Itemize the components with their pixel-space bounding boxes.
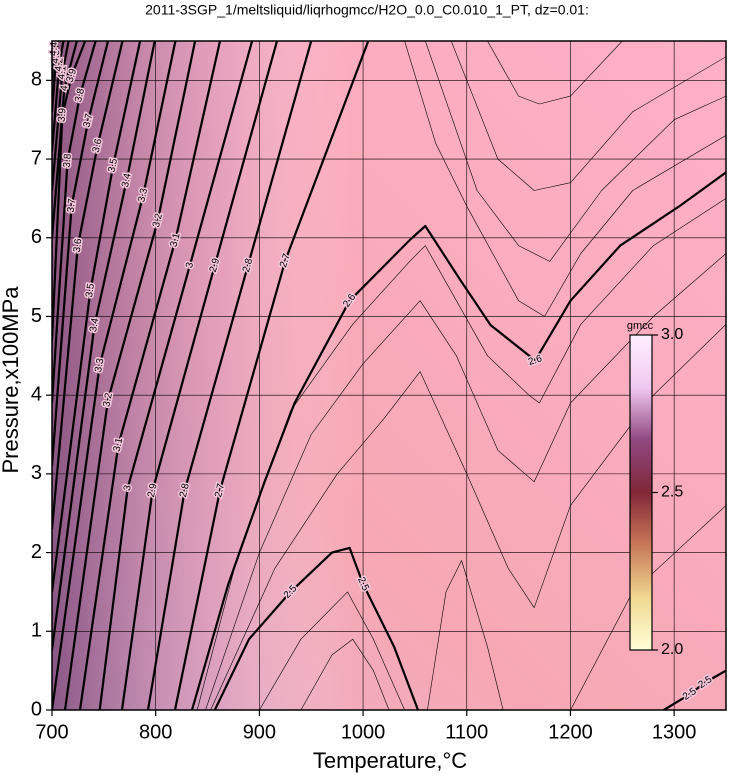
minor-contour	[259, 591, 405, 710]
contour-label: 3	[122, 484, 134, 492]
colorbar	[629, 334, 653, 651]
major-contour	[52, 41, 78, 238]
major-contour	[52, 41, 97, 404]
y-tick-label: 6	[31, 226, 42, 248]
major-contour	[52, 41, 142, 593]
y-tick-label: 0	[31, 698, 42, 720]
plot-frame	[51, 40, 727, 711]
major-contour	[146, 41, 313, 710]
y-tick-label: 4	[31, 383, 42, 405]
x-tick-label: 1300	[652, 721, 697, 743]
minor-contour	[210, 324, 726, 710]
minor-contour	[404, 41, 726, 317]
y-tick-label: 5	[31, 305, 42, 327]
minor-contour	[205, 253, 726, 710]
x-axis-label: Temperature,°C	[313, 748, 467, 773]
y-tick-label: 2	[31, 541, 42, 563]
x-tick-label: 1100	[445, 721, 488, 743]
contour-label: 4	[59, 84, 71, 91]
x-tick-label: 700	[35, 721, 68, 743]
contour-label: 3.6	[91, 137, 105, 153]
contour-label: 3.5	[84, 282, 97, 298]
major-contour	[663, 669, 726, 710]
x-tick-label: 900	[243, 721, 276, 743]
contour-label: 2.7	[213, 482, 227, 499]
contour-label: 3	[184, 261, 196, 270]
contour-label: 3.7	[66, 198, 78, 213]
minor-contour	[427, 560, 504, 710]
major-contour	[52, 41, 156, 651]
contour-label: 4.1	[56, 65, 69, 80]
major-contour	[120, 41, 279, 710]
major-contour	[173, 41, 370, 710]
contour-label: 3.5	[107, 157, 121, 173]
contour-label: 3.1	[169, 232, 183, 249]
contour-label: 3.4	[120, 172, 134, 188]
y-tick-label: 7	[31, 147, 42, 169]
contour-label: 2.9	[146, 482, 160, 498]
plot-shading	[52, 41, 726, 710]
major-contour	[52, 41, 60, 112]
contour-label: 3.7	[82, 112, 96, 128]
major-contour	[213, 546, 420, 710]
minor-contour	[425, 41, 726, 262]
y-tick-label: 1	[31, 620, 42, 642]
colorbar-tick-label: 3.0	[661, 326, 683, 343]
y-tick-label: 3	[31, 462, 42, 484]
colorbar-tick-label: 2.0	[661, 641, 683, 658]
minor-contour	[300, 638, 390, 710]
contour-label: 3.2	[101, 392, 114, 408]
contour-label: 3.1	[112, 437, 126, 453]
contour-label: 3.3	[93, 357, 106, 373]
contour-label: 3.2	[151, 212, 165, 229]
contour-label: 3.9	[57, 107, 69, 122]
major-contour	[98, 41, 254, 710]
minor-contour	[196, 198, 726, 710]
major-contour	[52, 41, 70, 191]
y-tick-label: 8	[31, 69, 42, 91]
major-contour	[52, 41, 87, 341]
contour-label: 2.8	[178, 482, 192, 498]
major-contour	[63, 41, 197, 710]
x-tick-label: 1000	[341, 721, 386, 743]
major-contour	[52, 41, 65, 152]
colorbar-tick-label: 2.5	[661, 484, 683, 501]
major-contour	[52, 41, 110, 467]
x-tick-label: 800	[139, 721, 172, 743]
contour-label: 3.6	[72, 238, 85, 254]
minor-contour	[487, 41, 623, 105]
contour-label: 3.8	[73, 87, 87, 103]
contours	[52, 41, 726, 710]
major-contour	[52, 41, 124, 530]
minor-contour	[450, 41, 726, 191]
chart-title: 2011-3SGP_1/meltsliquid/liqrhogmcc/H2O_0…	[145, 2, 589, 18]
major-contour	[78, 41, 222, 710]
major-contour	[52, 41, 177, 710]
contour-label: 4.2	[53, 57, 65, 72]
y-axis-label: Pressure,x100MPa	[0, 286, 23, 474]
x-tick-label: 1200	[548, 721, 593, 743]
contour-label: 4.4	[48, 41, 60, 56]
contour-label: 3.4	[88, 317, 101, 333]
contour-label: 3.3	[136, 187, 150, 203]
contour-label: 3.8	[62, 153, 74, 168]
colorbar-label: gmcc	[627, 320, 654, 332]
